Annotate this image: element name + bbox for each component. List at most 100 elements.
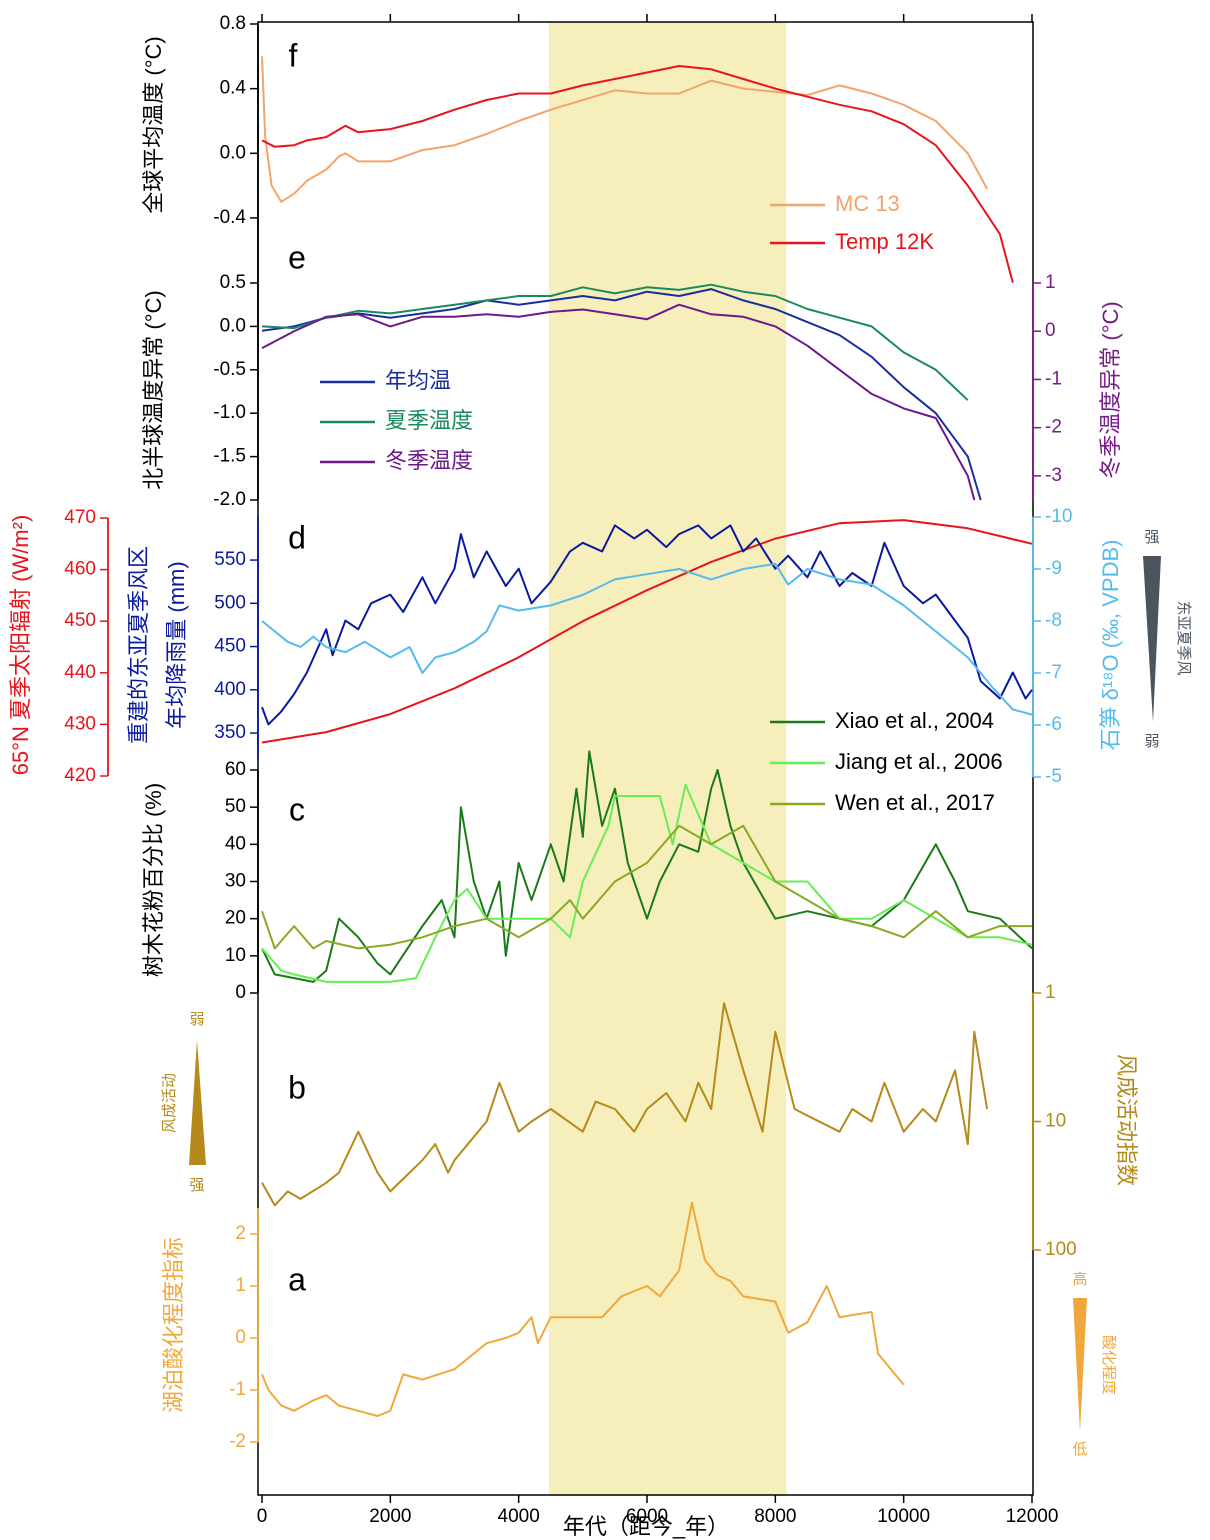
legend-label: Temp 12K bbox=[835, 229, 934, 254]
y-tick-label: 550 bbox=[214, 549, 246, 570]
y-tick-label: 450 bbox=[64, 610, 96, 631]
series-line bbox=[261, 303, 976, 501]
y-tick-label: -1 bbox=[229, 1379, 246, 1400]
y-axis-label: 北半球温度异常 (°C) bbox=[141, 290, 166, 489]
y-tick-label: 2 bbox=[235, 1223, 246, 1244]
x-tick-label: 12000 bbox=[1006, 1506, 1059, 1527]
y-tick-label: 0.8 bbox=[220, 13, 246, 34]
y-tick-label: 10 bbox=[1045, 1111, 1066, 1132]
legend-label: 冬季温度 bbox=[385, 448, 473, 473]
series-line bbox=[261, 824, 1032, 950]
x-tick-label: 4000 bbox=[498, 1506, 540, 1527]
y-tick-label: 0.4 bbox=[220, 78, 247, 99]
legend-label: MC 13 bbox=[835, 191, 900, 216]
y-tick-label: -1.0 bbox=[213, 402, 246, 423]
y-tick-label: -2.0 bbox=[213, 489, 246, 510]
y-tick-label: 1 bbox=[235, 1275, 246, 1296]
series-line bbox=[261, 1201, 905, 1417]
y-tick-label: 470 bbox=[64, 507, 96, 528]
panel-letter: f bbox=[289, 37, 298, 73]
y-tick-label: -5 bbox=[1045, 766, 1062, 787]
legend-label: Wen et al., 2017 bbox=[835, 790, 995, 815]
y-tick-label: -2 bbox=[229, 1431, 246, 1452]
y-tick-label: -0.4 bbox=[213, 207, 246, 228]
indicator-top: 高 bbox=[1072, 1271, 1087, 1288]
y-tick-label: 460 bbox=[64, 559, 96, 580]
series-line bbox=[261, 562, 1033, 716]
indicator-label: 酸化程度 bbox=[1100, 1335, 1117, 1395]
series-line bbox=[261, 56, 988, 203]
y-tick-label: -10 bbox=[1045, 506, 1072, 527]
y-tick-label: 0.0 bbox=[220, 315, 246, 336]
panel-letter: e bbox=[288, 239, 306, 275]
y-tick-label: -1.5 bbox=[213, 446, 246, 467]
indicator-top: 强 bbox=[1144, 529, 1159, 546]
y-axis-label: 冬季温度异常 (°C) bbox=[1098, 301, 1123, 478]
y-tick-label: 1 bbox=[1045, 272, 1056, 293]
y-tick-label: 50 bbox=[225, 796, 246, 817]
acid-triangle bbox=[1073, 1298, 1087, 1432]
x-tick-label: 8000 bbox=[754, 1506, 796, 1527]
y-tick-label: 350 bbox=[214, 722, 246, 743]
y-tick-label: -1 bbox=[1045, 368, 1062, 389]
panel-letter: d bbox=[288, 519, 306, 555]
y-tick-label: 0 bbox=[235, 982, 246, 1003]
panel-letter: c bbox=[289, 791, 305, 827]
y-tick-label: 0 bbox=[1045, 320, 1056, 341]
y-tick-label: 100 bbox=[1045, 1239, 1077, 1260]
aeolian-triangle bbox=[189, 1040, 206, 1165]
y-tick-label: 420 bbox=[64, 765, 96, 786]
y-tick-label: -8 bbox=[1045, 610, 1062, 631]
y-tick-label: -2 bbox=[1045, 417, 1062, 438]
y-tick-label: -7 bbox=[1045, 662, 1062, 683]
y-tick-label: 0 bbox=[235, 1327, 246, 1348]
x-tick-label: 10000 bbox=[877, 1506, 930, 1527]
legend-label: Xiao et al., 2004 bbox=[835, 708, 994, 733]
y-tick-label: 60 bbox=[225, 759, 246, 780]
series-line bbox=[261, 524, 1033, 726]
y-tick-label: 1 bbox=[1045, 982, 1056, 1003]
x-tick-label: 6000 bbox=[626, 1506, 668, 1527]
legend-label: 夏季温度 bbox=[385, 408, 473, 433]
x-tick-label: 2000 bbox=[369, 1506, 411, 1527]
y-tick-label: 440 bbox=[64, 662, 96, 683]
y-tick-label: -6 bbox=[1045, 714, 1062, 735]
y-tick-label: 430 bbox=[64, 713, 96, 734]
y-tick-label: 0.0 bbox=[220, 142, 246, 163]
indicator-label: 风成活动 bbox=[161, 1073, 178, 1133]
y-axis-label: 树木花粉百分比 (%) bbox=[141, 783, 166, 977]
highlight-band bbox=[548, 22, 787, 1495]
indicator-bottom: 强 bbox=[189, 1177, 204, 1194]
y-tick-label: -3 bbox=[1045, 465, 1062, 486]
y-tick-label: -0.5 bbox=[213, 359, 246, 380]
indicator-bottom: 低 bbox=[1072, 1441, 1087, 1458]
legend-label: 年均温 bbox=[385, 368, 451, 393]
y-axis-label: 风成活动指数 bbox=[1114, 1054, 1139, 1186]
y-tick-label: 500 bbox=[214, 592, 246, 613]
y-tick-label: 0.5 bbox=[220, 272, 246, 293]
series-line bbox=[261, 288, 982, 501]
y-axis-label: 湖泊酸化程度指标 bbox=[161, 1237, 186, 1413]
series-line bbox=[261, 783, 1033, 983]
series-line bbox=[261, 283, 969, 401]
x-tick-label: 0 bbox=[257, 1506, 268, 1527]
series-line bbox=[261, 65, 1014, 283]
y-axis-label: 石笋 δ¹⁸O (‰, VPDB) bbox=[1098, 540, 1123, 751]
y-tick-label: 40 bbox=[225, 833, 246, 854]
legend-label: Jiang et al., 2006 bbox=[835, 749, 1003, 774]
series-line bbox=[261, 519, 1033, 744]
indicator-label: 东亚夏季风 bbox=[1175, 600, 1192, 675]
panel-letter: b bbox=[288, 1069, 306, 1105]
y-tick-label: -9 bbox=[1045, 558, 1062, 579]
y-axis-label: 年均降雨量 (mm) bbox=[164, 561, 189, 728]
y-tick-label: 10 bbox=[225, 945, 246, 966]
y-axis-label: 全球平均温度 (°C) bbox=[141, 36, 166, 213]
series-line bbox=[261, 1002, 989, 1207]
y-axis-label: 65°N 夏季太阳辐射 (W/m²) bbox=[8, 515, 33, 776]
panel-letter: a bbox=[288, 1261, 306, 1297]
y-tick-label: 400 bbox=[214, 679, 246, 700]
y-tick-label: 30 bbox=[225, 871, 246, 892]
y-tick-label: 20 bbox=[225, 908, 246, 929]
